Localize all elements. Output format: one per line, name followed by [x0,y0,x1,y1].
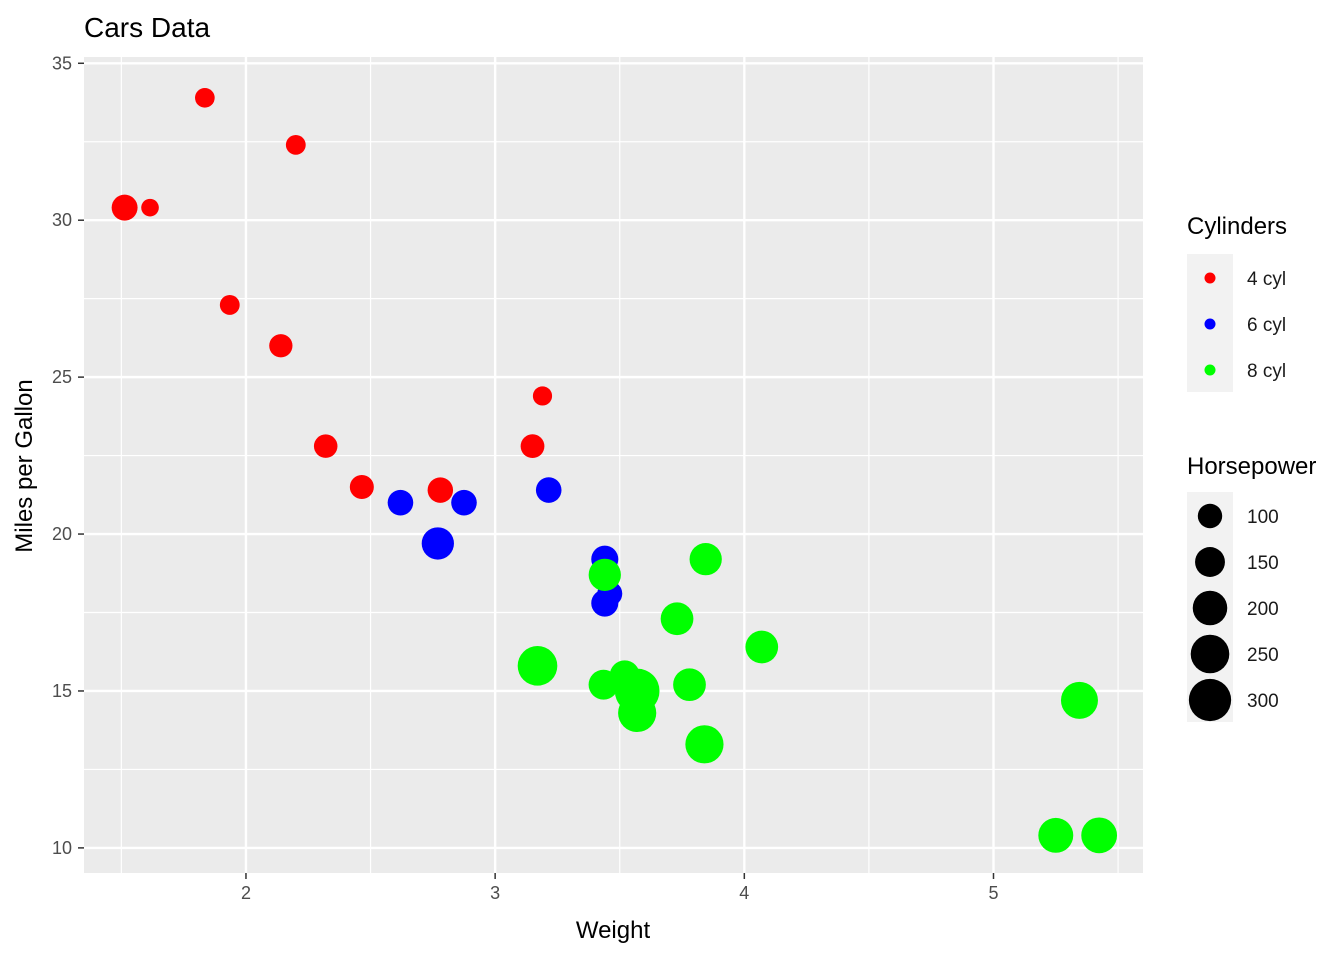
minor-gridlines [84,57,1143,873]
scatter-point [745,630,779,664]
plot-panel [84,57,1143,873]
scatter-point [591,589,619,617]
scatter-point [532,386,553,406]
scatter-point [313,434,338,458]
horsepower-legend: Horsepower 100 150 200 250 300 [1187,453,1316,722]
horsepower-legend-key [1190,634,1230,674]
scatter-point [588,558,621,591]
scatter-point [1081,817,1118,854]
data-points [111,87,1118,854]
scatter-point [269,334,293,358]
cylinders-legend-key [1204,364,1216,376]
horsepower-legend-label: 250 [1247,645,1279,666]
cylinders-legend-label: 6 cyl [1247,315,1286,336]
scatter-point [517,646,558,686]
x-axis-title: Weight [576,917,651,944]
horsepower-legend-key [1188,678,1232,722]
y-tick-label: 10 [52,838,72,858]
x-axis: 2 3 4 5 [241,873,999,903]
horsepower-legend-key [1195,547,1225,577]
y-tick-label: 15 [52,681,72,701]
horsepower-legend-label: 200 [1247,599,1279,620]
horsepower-legend-key [1192,590,1228,626]
scatter-point [618,693,657,733]
y-tick-label: 30 [52,210,72,230]
scatter-point [195,87,215,108]
scatter-point [427,477,454,503]
y-tick-label: 20 [52,524,72,544]
y-tick-label: 25 [52,367,72,387]
scatter-point [451,489,477,516]
scatter-point [111,194,138,221]
horsepower-legend-label: 150 [1247,553,1279,574]
y-tick-label: 35 [52,53,72,73]
horsepower-legend-key [1197,503,1223,529]
scatter-point [219,295,240,315]
major-gridlines [84,57,1143,873]
scatter-point [520,434,545,459]
chart-title: Cars Data [84,12,210,43]
x-tick-label: 2 [241,883,251,903]
scatter-point [673,668,706,702]
scatter-point [689,543,722,576]
scatter-point [349,474,374,499]
scatter-point [141,198,159,217]
scatter-point [660,602,694,636]
scatter-point [1060,681,1098,719]
x-tick-label: 5 [988,883,998,903]
x-tick-label: 4 [739,883,749,903]
scatter-point [685,725,724,764]
scatter-point [535,477,562,503]
cylinders-legend-key [1204,318,1216,330]
cylinders-legend: Cylinders 4 cyl 6 cyl 8 cyl [1187,213,1287,392]
cylinders-legend-key [1204,272,1216,284]
y-axis: 10 15 20 25 30 35 [52,53,84,858]
cylinders-legend-label: 8 cyl [1247,361,1286,382]
horsepower-legend-label: 300 [1247,691,1279,712]
y-axis-title: Miles per Gallon [11,379,38,552]
horsepower-legend-title: Horsepower [1187,453,1316,480]
scatter-point [285,134,306,155]
cylinders-legend-label: 4 cyl [1247,269,1286,290]
horsepower-legend-label: 100 [1247,507,1279,528]
scatter-point [387,489,414,516]
x-tick-label: 3 [490,883,500,903]
scatter-point [1038,817,1074,853]
cylinders-legend-title: Cylinders [1187,213,1287,240]
scatter-point [421,527,454,560]
